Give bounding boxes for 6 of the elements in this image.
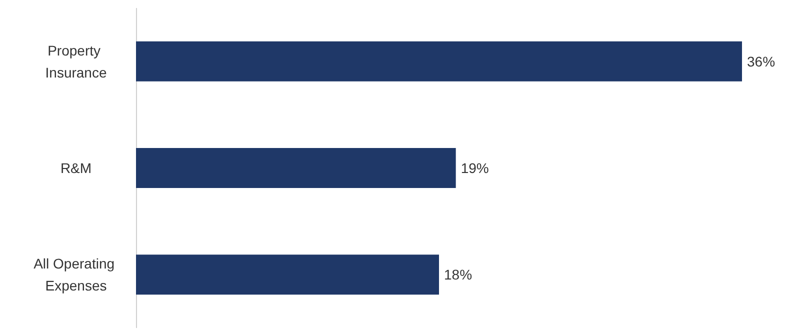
data-label: 36%: [747, 53, 776, 70]
data-label: 19%: [460, 160, 489, 176]
data-label: 18%: [444, 266, 472, 283]
y-tick-label: All Operating Expenses: [34, 256, 118, 294]
y-tick-label: R&M: [60, 160, 92, 176]
y-tick-label: Property Insurance: [45, 42, 107, 80]
